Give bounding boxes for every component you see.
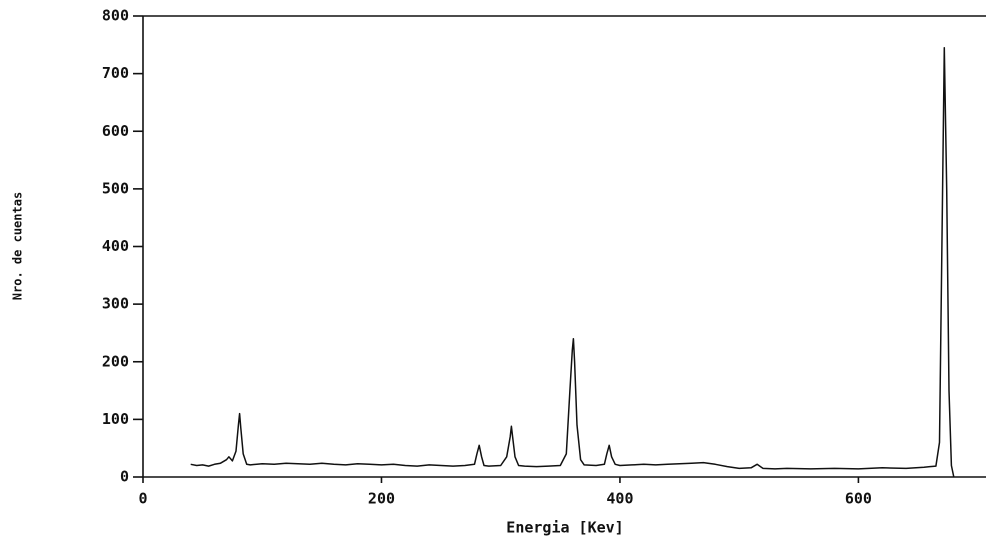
y-tick-label: 300 bbox=[102, 295, 129, 313]
x-tick-label: 400 bbox=[606, 490, 633, 508]
y-axis-label: Nro. de cuentas bbox=[11, 192, 25, 300]
y-tick-label: 600 bbox=[102, 122, 129, 140]
y-tick-label: 400 bbox=[102, 237, 129, 255]
x-tick-label: 200 bbox=[368, 490, 395, 508]
y-tick-label: 100 bbox=[102, 410, 129, 428]
x-axis-label: Energia [Kev] bbox=[506, 519, 623, 537]
x-tick-label: 0 bbox=[138, 490, 147, 508]
y-tick-label: 200 bbox=[102, 352, 129, 370]
x-tick-label: 600 bbox=[845, 490, 872, 508]
y-tick-label: 700 bbox=[102, 64, 129, 82]
y-tick-label: 500 bbox=[102, 179, 129, 197]
spectrum-line bbox=[190, 46, 955, 478]
y-tick-label: 800 bbox=[102, 7, 129, 25]
y-tick-label: 0 bbox=[120, 468, 129, 486]
